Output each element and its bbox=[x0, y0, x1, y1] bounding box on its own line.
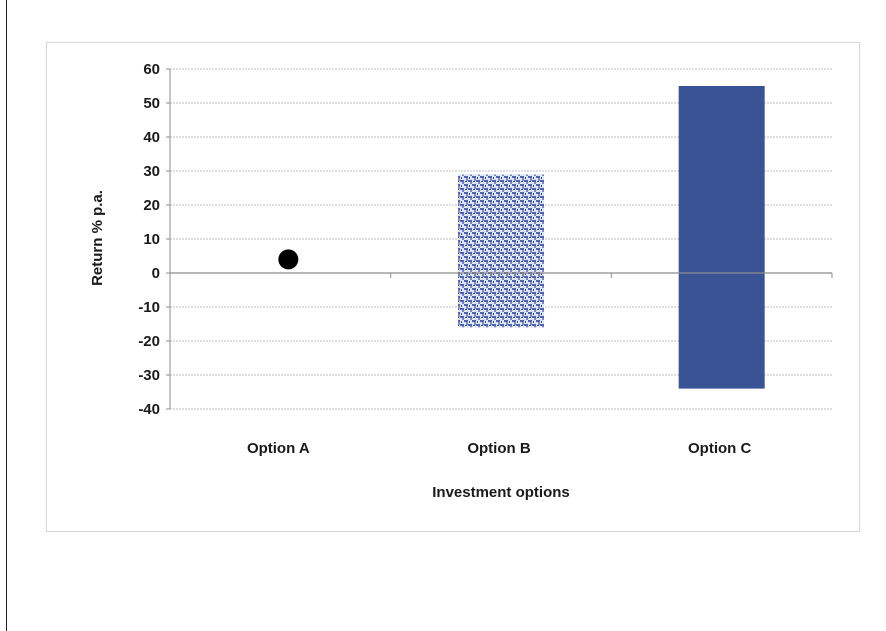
left-border-line bbox=[6, 0, 7, 631]
x-category-labels: Option A Option B Option C bbox=[247, 440, 752, 457]
y-tick-label: 50 bbox=[143, 95, 160, 112]
y-tick-label: 20 bbox=[143, 197, 160, 214]
range-bar-option-c bbox=[678, 86, 765, 389]
y-tick-label: 60 bbox=[143, 61, 160, 78]
x-category-label: Option C bbox=[688, 440, 751, 457]
axes bbox=[166, 68, 171, 410]
x-category-label: Option B bbox=[467, 440, 530, 457]
y-tick-label: -30 bbox=[138, 367, 160, 384]
y-tick-label: -20 bbox=[138, 333, 160, 350]
y-tick-label: -10 bbox=[138, 299, 160, 316]
y-tick-label: -40 bbox=[138, 401, 160, 418]
y-tick-label: 0 bbox=[152, 265, 160, 282]
y-tick-labels: 60 50 40 30 20 10 0 -10 -20 -30 -40 bbox=[138, 61, 160, 418]
data-point-option-a bbox=[278, 249, 299, 270]
y-tick-label: 40 bbox=[143, 129, 160, 146]
data-marks bbox=[169, 86, 833, 389]
x-category-label: Option A bbox=[247, 440, 310, 457]
x-axis-title: Investment options bbox=[432, 484, 570, 501]
y-tick-label: 30 bbox=[143, 163, 160, 180]
range-bar-option-b bbox=[458, 174, 544, 328]
y-tick-label: 10 bbox=[143, 231, 160, 248]
y-axis-title: Return % p.a. bbox=[89, 190, 106, 286]
